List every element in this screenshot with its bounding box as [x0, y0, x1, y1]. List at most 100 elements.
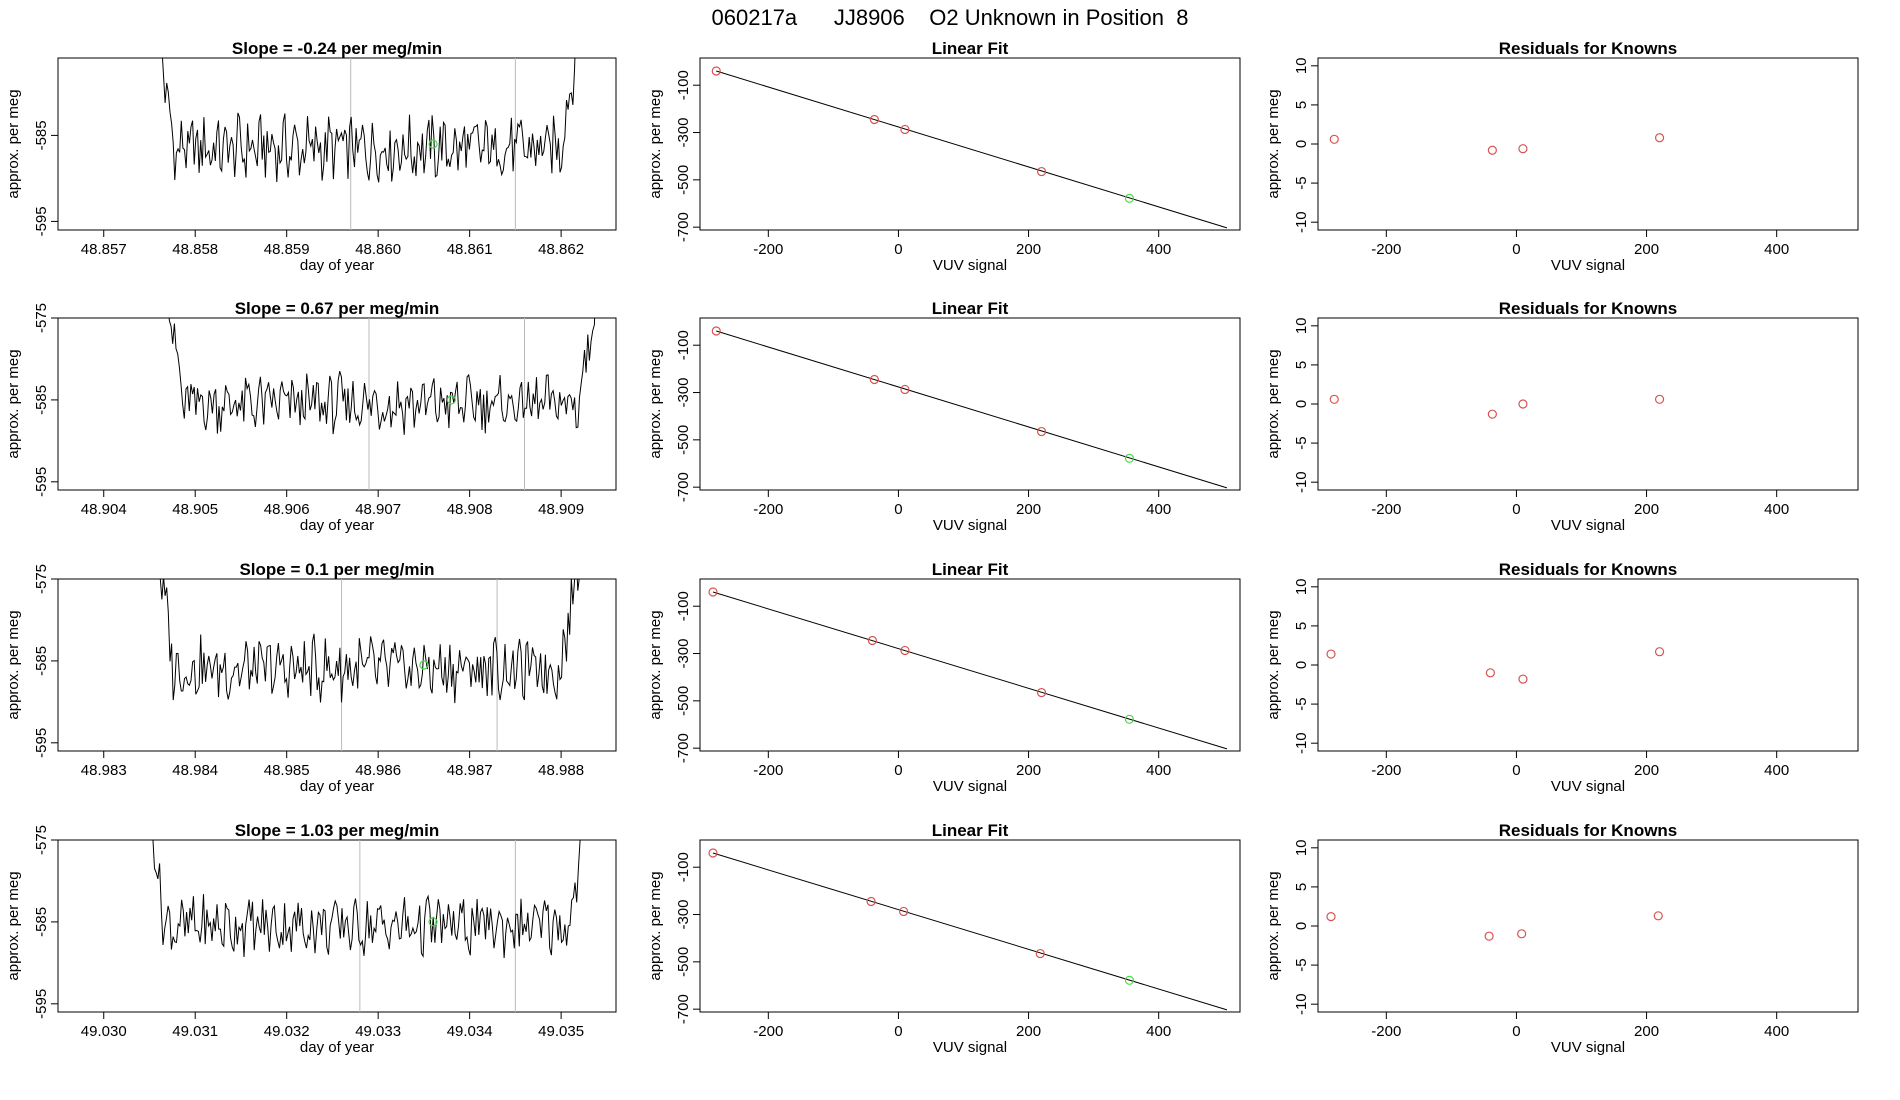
x-tick-label: -200: [753, 762, 783, 779]
y-axis-label: approx. per meg: [647, 349, 664, 458]
known-point: [900, 384, 910, 395]
y-tick-label: 10: [1293, 317, 1310, 334]
plot-frame: [1317, 578, 1859, 752]
x-tick-label: 48.905: [172, 501, 218, 518]
y-tick-label: -5: [1293, 958, 1310, 971]
x-tick-label: 48.984: [172, 762, 218, 779]
fit-line: [712, 591, 1228, 750]
panel-11: Residuals for Knowns -200 0 200 400 10 5 0 -5 -10…: [1265, 560, 1859, 795]
fit-line: [716, 70, 1228, 229]
known-point: [1517, 929, 1527, 939]
trace-line: [162, 58, 576, 183]
known-point: [1326, 649, 1336, 659]
x-tick-label: 400: [1764, 501, 1789, 518]
y-tick-label: -300: [675, 118, 692, 148]
y-tick-label: -575: [33, 303, 50, 333]
x-tick-label: 48.909: [538, 501, 584, 518]
unknown-point: [1124, 975, 1134, 985]
plot-area: [711, 326, 1228, 489]
y-tick-label: 0: [1293, 400, 1310, 408]
x-tick-label: 48.983: [81, 762, 127, 779]
y-tick-label: -100: [675, 70, 692, 100]
x-tick-label: 48.857: [81, 241, 127, 258]
y-tick-label: -585: [33, 646, 50, 676]
x-tick-label: 49.033: [355, 1023, 401, 1040]
y-tick-label: -100: [675, 591, 692, 621]
known-point: [1654, 133, 1665, 143]
panel-title: Linear Fit: [932, 560, 1009, 579]
panel-4: Slope = 1.03 per meg/min 49.030 49.031 49.0…: [5, 821, 617, 1056]
figure-title: 060217a JJ8906 O2 Unknown in Position 8: [712, 5, 1189, 30]
x-tick-label: 48.861: [447, 241, 493, 258]
plot-frame: [57, 578, 617, 752]
y-tick-label: -5: [1293, 436, 1310, 449]
panel-title: Slope = 1.03 per meg/min: [235, 821, 440, 840]
y-axis-label: approx. per meg: [1265, 610, 1282, 719]
x-tick-label: 200: [1634, 762, 1659, 779]
known-point: [1654, 394, 1665, 404]
y-tick-label: 5: [1293, 622, 1310, 630]
x-tick-label: 48.904: [81, 501, 127, 518]
fit-line: [712, 852, 1228, 1011]
x-tick-label: 0: [894, 1023, 902, 1040]
plot-frame: [1317, 839, 1859, 1013]
plot-area: [1329, 133, 1665, 155]
x-tick-label: 0: [894, 501, 902, 518]
y-tick-label: -100: [675, 852, 692, 882]
x-tick-label: -200: [753, 1023, 783, 1040]
known-point: [1329, 394, 1339, 404]
plot-area: [1326, 911, 1663, 941]
x-tick-label: 48.906: [264, 501, 310, 518]
y-tick-label: -575: [33, 825, 50, 855]
y-tick-label: -585: [33, 907, 50, 937]
plot-frame: [699, 317, 1241, 491]
y-axis-label: approx. per meg: [5, 871, 22, 980]
x-axis-label: day of year: [300, 257, 374, 274]
known-point: [711, 66, 721, 76]
y-tick-label: 0: [1293, 661, 1310, 669]
x-tick-label: 200: [1016, 762, 1041, 779]
unknown-point: [428, 139, 438, 149]
x-tick-label: 48.907: [355, 501, 401, 518]
y-tick-label: -595: [33, 989, 50, 1019]
plot-area: [1326, 647, 1665, 684]
panel-12: Residuals for Knowns -200 0 200 400 10 5 0 -5 -10…: [1265, 821, 1859, 1056]
known-point: [708, 848, 718, 858]
x-tick-label: 48.985: [264, 762, 310, 779]
x-tick-label: 200: [1634, 241, 1659, 258]
trace-line: [159, 579, 580, 704]
x-tick-label: -200: [1371, 501, 1401, 518]
panel-title: Slope = 0.1 per meg/min: [239, 560, 434, 579]
y-tick-label: 5: [1293, 101, 1310, 109]
y-tick-label: -585: [33, 120, 50, 150]
panel-title: Linear Fit: [932, 821, 1009, 840]
x-tick-label: 200: [1016, 241, 1041, 258]
panel-7: Linear Fit -200 0 200 400 -100 -300 -500 -700 VUV…: [647, 560, 1241, 795]
x-axis-label: VUV signal: [933, 778, 1007, 795]
unknown-point: [1124, 193, 1134, 203]
y-axis-label: approx. per meg: [5, 89, 22, 198]
y-tick-label: -5: [1293, 697, 1310, 710]
unknown-point: [1124, 714, 1134, 724]
y-tick-label: -300: [675, 639, 692, 669]
plot-frame: [699, 578, 1241, 752]
x-axis-label: VUV signal: [1551, 778, 1625, 795]
panel-title: Slope = -0.24 per meg/min: [232, 39, 442, 58]
fit-line: [716, 330, 1228, 489]
plot-frame: [57, 317, 617, 491]
x-tick-label: -200: [1371, 241, 1401, 258]
x-tick-label: 400: [1146, 241, 1171, 258]
panel-5: Linear Fit -200 0 200 400 -100 -300 -500 -700 VUV…: [647, 39, 1241, 274]
y-axis-label: approx. per meg: [1265, 89, 1282, 198]
known-point: [900, 124, 910, 135]
known-point: [1518, 399, 1528, 409]
x-tick-label: 400: [1764, 762, 1789, 779]
x-tick-label: 0: [1512, 1023, 1520, 1040]
known-point: [1518, 144, 1528, 154]
known-point: [1036, 687, 1047, 698]
x-tick-label: 400: [1764, 241, 1789, 258]
plot-frame: [57, 57, 617, 231]
x-tick-label: -200: [753, 241, 783, 258]
x-tick-label: 48.858: [172, 241, 218, 258]
panel-6: Linear Fit -200 0 200 400 -100 -300 -500 -700 VUV…: [647, 299, 1241, 534]
